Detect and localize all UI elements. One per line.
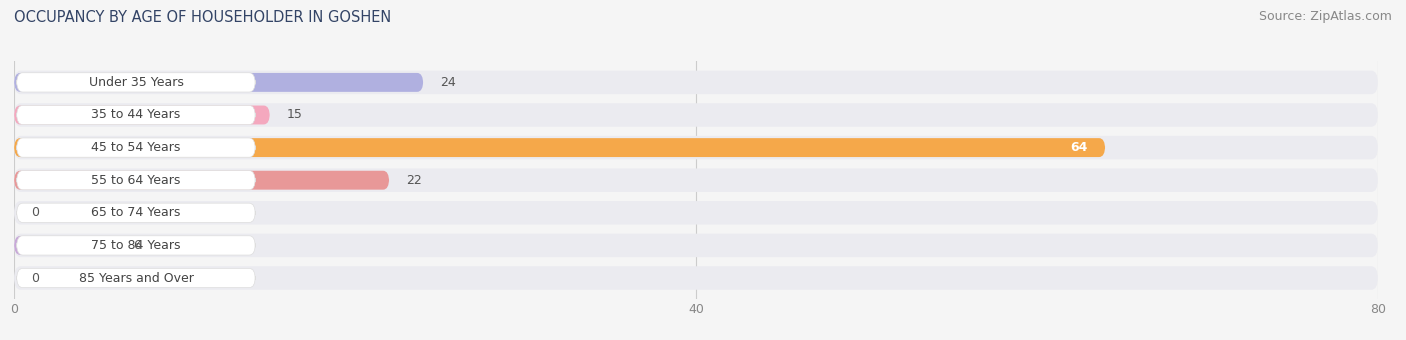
FancyBboxPatch shape [17, 73, 256, 92]
Text: 55 to 64 Years: 55 to 64 Years [91, 174, 180, 187]
FancyBboxPatch shape [14, 266, 1378, 290]
FancyBboxPatch shape [17, 203, 256, 222]
FancyBboxPatch shape [14, 136, 1378, 159]
FancyBboxPatch shape [14, 234, 1378, 257]
Text: 24: 24 [440, 76, 456, 89]
Text: 75 to 84 Years: 75 to 84 Years [91, 239, 181, 252]
Text: 0: 0 [31, 272, 39, 285]
FancyBboxPatch shape [14, 171, 389, 190]
Text: 65 to 74 Years: 65 to 74 Years [91, 206, 180, 219]
Text: 0: 0 [31, 206, 39, 219]
FancyBboxPatch shape [17, 105, 256, 125]
FancyBboxPatch shape [17, 236, 256, 255]
FancyBboxPatch shape [14, 201, 1378, 224]
FancyBboxPatch shape [14, 236, 117, 255]
Text: 35 to 44 Years: 35 to 44 Years [91, 108, 180, 121]
FancyBboxPatch shape [17, 171, 256, 190]
FancyBboxPatch shape [14, 73, 423, 92]
Text: Under 35 Years: Under 35 Years [89, 76, 183, 89]
FancyBboxPatch shape [14, 103, 1378, 127]
FancyBboxPatch shape [14, 71, 1378, 94]
Text: 45 to 54 Years: 45 to 54 Years [91, 141, 180, 154]
FancyBboxPatch shape [17, 138, 256, 157]
Text: 85 Years and Over: 85 Years and Over [79, 272, 194, 285]
FancyBboxPatch shape [14, 168, 1378, 192]
Text: 15: 15 [287, 108, 302, 121]
FancyBboxPatch shape [14, 138, 1105, 157]
Text: 64: 64 [1071, 141, 1088, 154]
Text: 22: 22 [406, 174, 422, 187]
FancyBboxPatch shape [17, 268, 256, 288]
Text: 6: 6 [134, 239, 141, 252]
Text: OCCUPANCY BY AGE OF HOUSEHOLDER IN GOSHEN: OCCUPANCY BY AGE OF HOUSEHOLDER IN GOSHE… [14, 10, 391, 25]
Text: Source: ZipAtlas.com: Source: ZipAtlas.com [1258, 10, 1392, 23]
FancyBboxPatch shape [14, 105, 270, 124]
